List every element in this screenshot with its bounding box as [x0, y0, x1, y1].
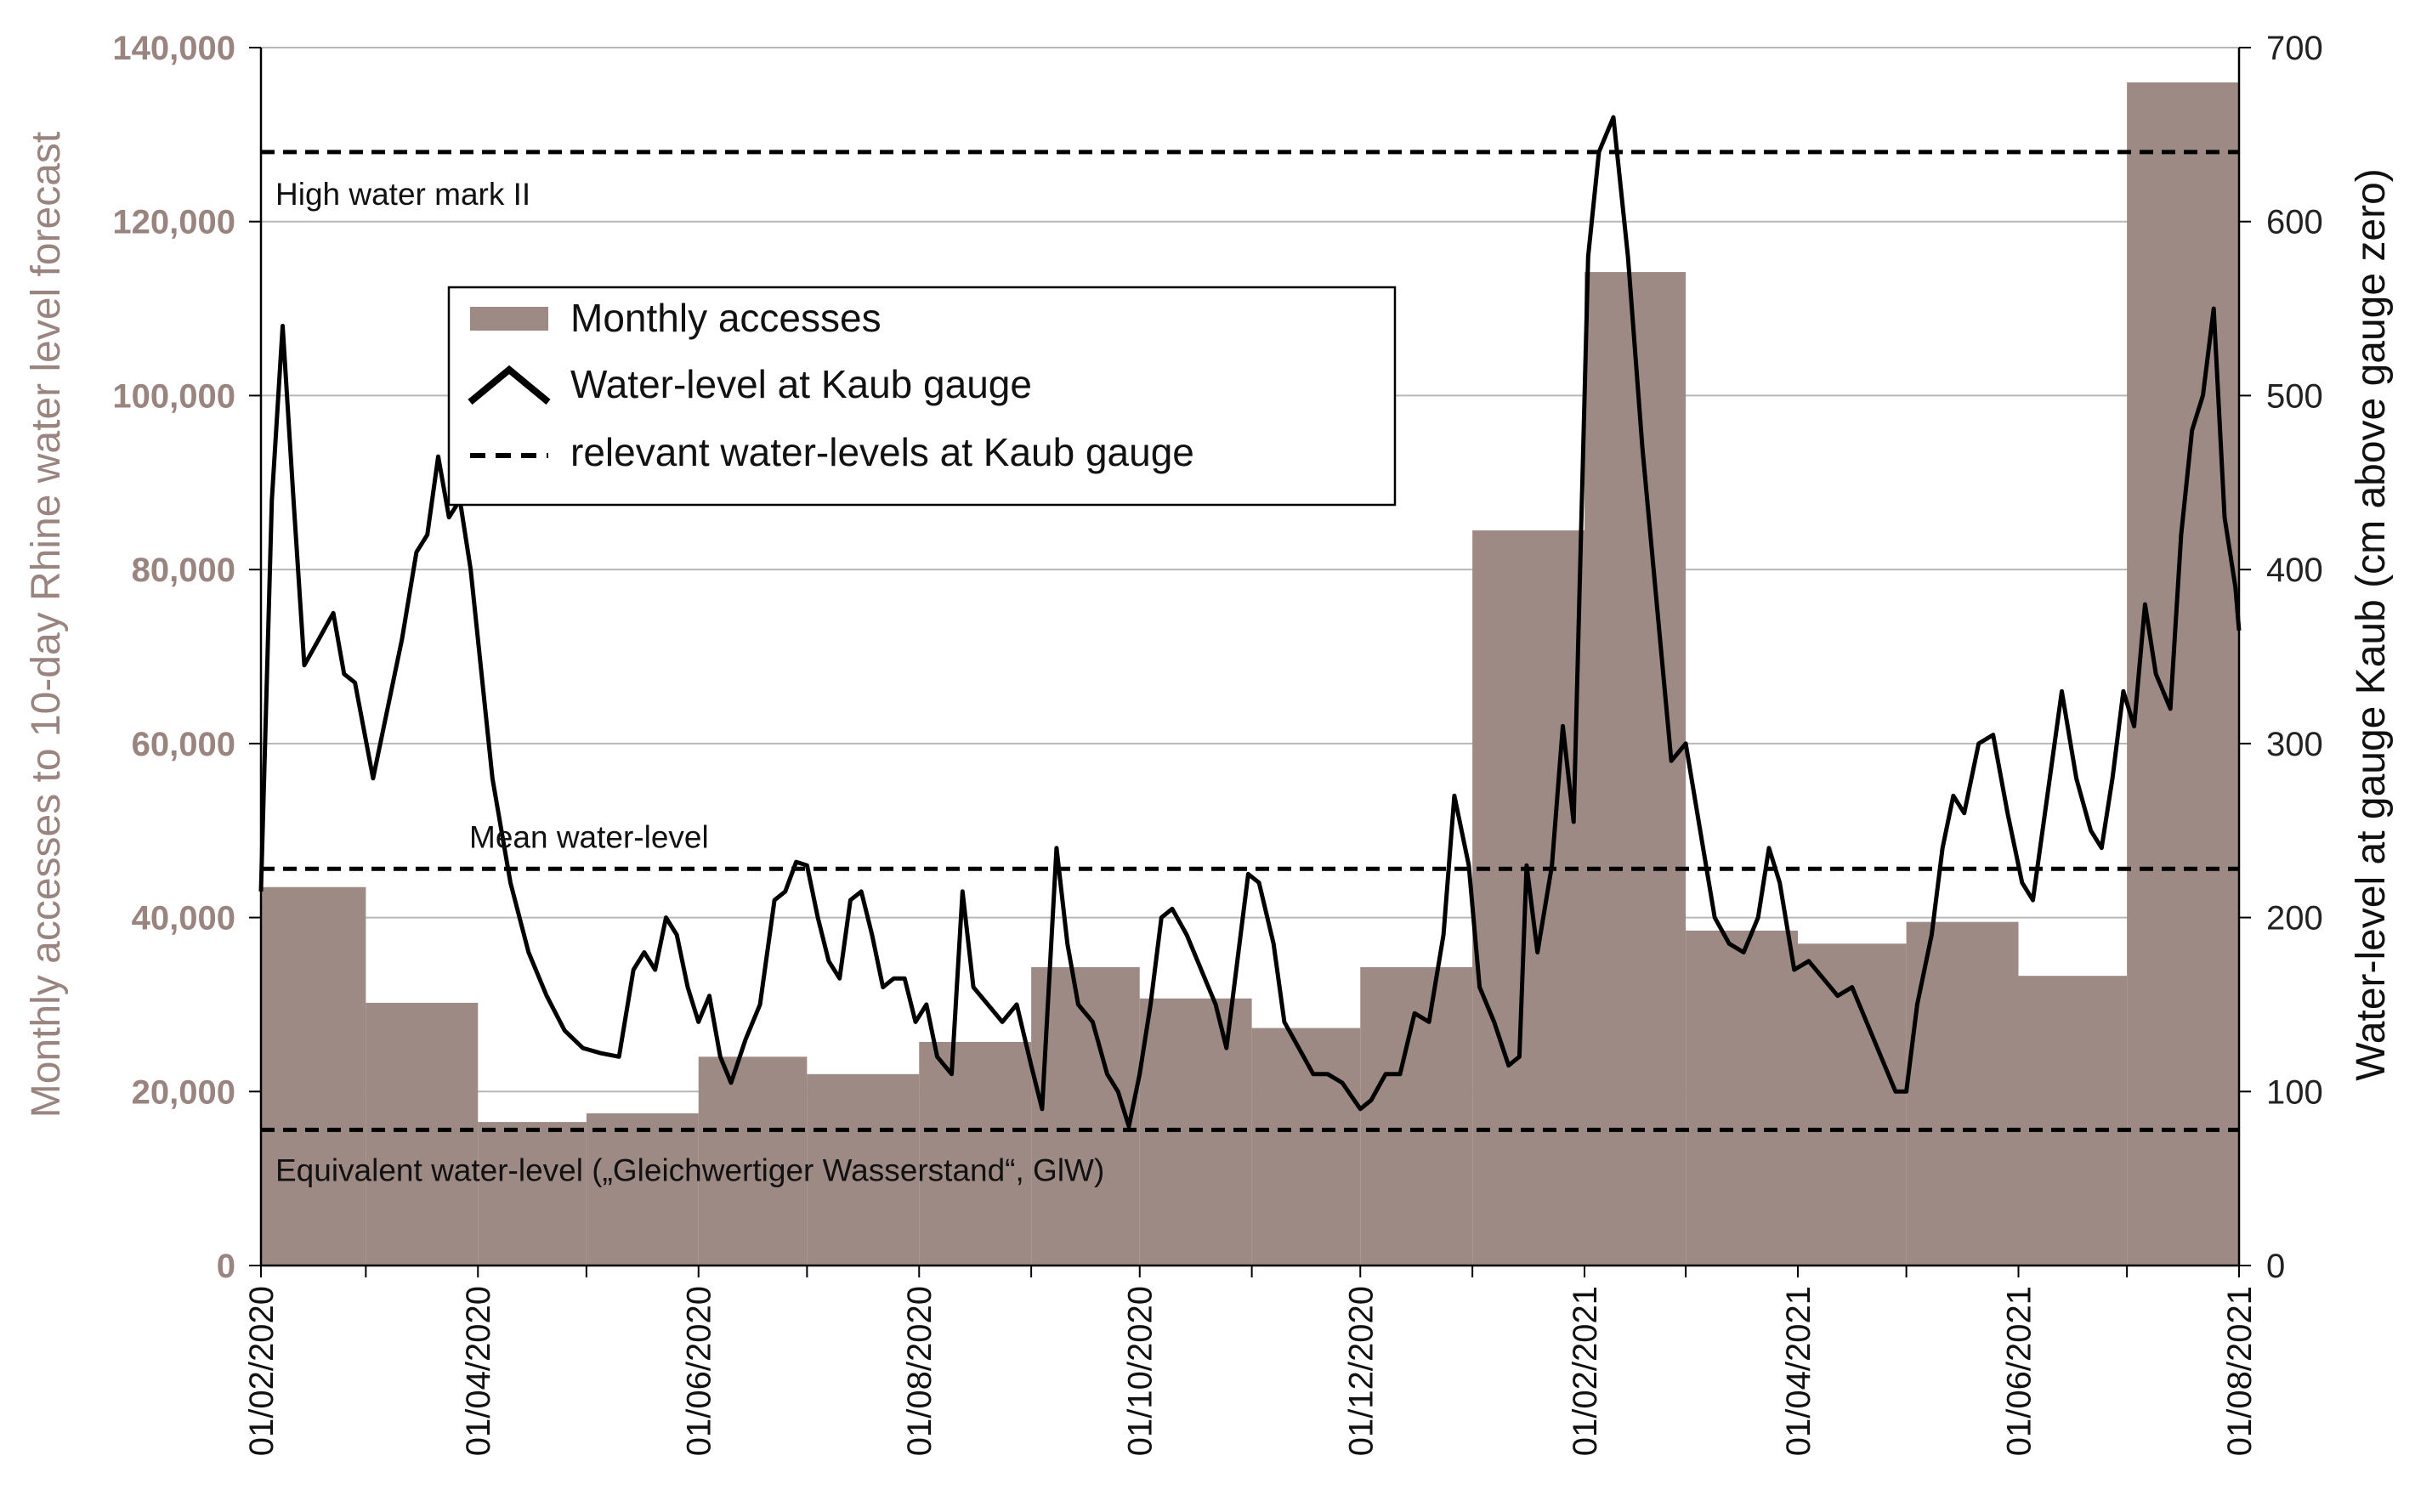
bar — [1360, 966, 1473, 1266]
legend-box — [447, 286, 1397, 507]
x-tick-label: 01/08/2021 — [2221, 1286, 2259, 1456]
bar — [1584, 272, 1687, 1266]
bar — [807, 1073, 920, 1266]
bar — [586, 1113, 699, 1266]
bar — [366, 1002, 479, 1266]
high-water-mark-label: High water mark II — [275, 177, 530, 212]
bar — [919, 1041, 1032, 1266]
bar — [1472, 530, 1585, 1266]
y-tick-label-right: 100 — [2266, 1073, 2323, 1111]
bar — [1906, 921, 2019, 1266]
x-tick-label: 01/04/2021 — [1780, 1286, 1817, 1456]
bar — [2127, 82, 2239, 1266]
x-tick-label: 01/06/2021 — [2000, 1286, 2038, 1456]
bar — [1251, 1028, 1361, 1266]
bar — [1139, 998, 1252, 1266]
bar — [1797, 943, 1907, 1266]
y-tick-label-right: 200 — [2266, 900, 2323, 937]
x-tick-label: 01/02/2020 — [243, 1286, 281, 1456]
legend-swatch-water-level — [468, 365, 551, 405]
y-axis-right-label: Water-level at gauge Kaub (cm above gaug… — [2349, 168, 2394, 1080]
y-tick-label-right: 600 — [2266, 204, 2323, 241]
equivalent-water-level-label: Equivalent water-level („Gleichwertiger … — [275, 1152, 1104, 1187]
legend-swatch-monthly-accesses — [470, 307, 548, 331]
y-tick-label-left: 80,000 — [132, 552, 235, 589]
legend-label-reference-lines: relevant water-levels at Kaub gauge — [570, 430, 1194, 474]
x-tick-label: 01/10/2020 — [1122, 1286, 1159, 1456]
x-tick-label: 01/08/2020 — [901, 1286, 938, 1456]
y-tick-label-right: 0 — [2266, 1248, 2285, 1285]
bar — [1686, 930, 1798, 1266]
legend: Monthly accesses Water-level at Kaub gau… — [447, 286, 1397, 507]
water-level-line — [258, 115, 2242, 1129]
y-tick-label-left: 140,000 — [112, 30, 235, 67]
y-tick-label-right: 300 — [2266, 726, 2323, 763]
bar — [2018, 976, 2128, 1266]
y-tick-label-left: 40,000 — [132, 900, 235, 937]
x-tick-label: 01/12/2020 — [1342, 1286, 1380, 1456]
reference-lines — [261, 150, 2239, 1132]
mean-water-level-label: Mean water-level — [469, 819, 709, 854]
x-tick-label: 01/02/2021 — [1567, 1286, 1604, 1456]
y-axis-left-label: Monthly accesses to 10-day Rhine water l… — [24, 132, 69, 1118]
axes — [249, 47, 2251, 1277]
y-tick-label-right: 500 — [2266, 377, 2323, 415]
legend-label-monthly-accesses: Monthly accesses — [570, 296, 882, 340]
tick-labels: 0 20,000 40,000 60,000 80,000 100,000 120,000 1… — [112, 30, 2322, 1456]
y-tick-label-left: 100,000 — [112, 377, 235, 415]
x-tick-label: 01/06/2020 — [681, 1286, 718, 1456]
bar — [478, 1122, 587, 1266]
water-level-line-layer — [258, 115, 2242, 1129]
y-tick-label-left: 60,000 — [132, 726, 235, 763]
legend-label-water-level: Water-level at Kaub gauge — [570, 362, 1032, 406]
reference-line-labels: High water mark II Mean water-level Equiva… — [275, 177, 1104, 1187]
bar — [698, 1056, 808, 1266]
bar — [261, 886, 366, 1266]
x-tick-label: 01/04/2020 — [460, 1286, 497, 1456]
y-tick-label-left: 20,000 — [132, 1073, 235, 1111]
y-tick-label-right: 400 — [2266, 552, 2323, 589]
y-tick-label-left: 0 — [217, 1248, 235, 1285]
y-tick-label-right: 700 — [2266, 30, 2323, 67]
monthly-access-bars — [261, 82, 2239, 1266]
y-tick-label-left: 120,000 — [112, 204, 235, 241]
